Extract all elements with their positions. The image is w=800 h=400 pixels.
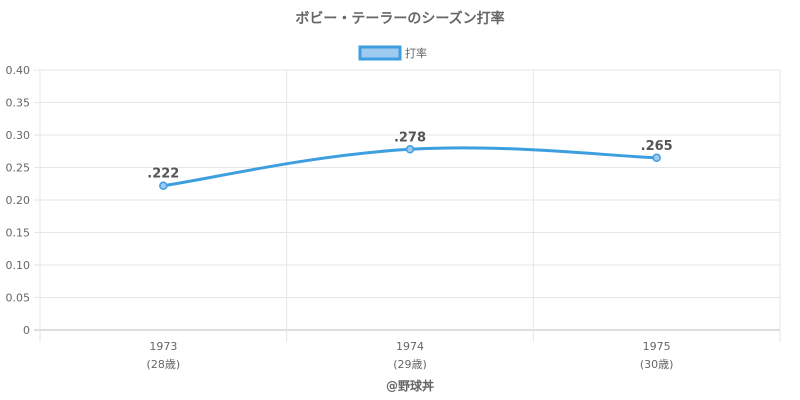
y-tick-label: 0.20 xyxy=(6,194,31,207)
y-tick-label: 0 xyxy=(23,324,30,337)
data-point[interactable] xyxy=(405,145,415,154)
chart-title: ボビー・テーラーのシーズン打率 xyxy=(295,10,504,27)
y-tick-label: 0.10 xyxy=(6,259,31,272)
x-tick-label: 1974 xyxy=(396,340,424,353)
data-labels: .222 .278 .265 xyxy=(147,130,672,181)
y-tick-label: 0.05 xyxy=(6,292,31,305)
data-point[interactable] xyxy=(652,153,661,162)
y-tick-label: 0.25 xyxy=(6,162,31,175)
data-point[interactable] xyxy=(159,181,168,190)
y-tick-label: 0.40 xyxy=(6,64,31,77)
series-batting-average xyxy=(159,145,661,190)
y-tick-label: 0.15 xyxy=(6,227,31,240)
credit-text: @野球丼 xyxy=(386,378,434,393)
grid xyxy=(34,69,781,342)
x-tick-sublabel: (30歳) xyxy=(640,358,674,371)
x-tick-sublabel: (28歳) xyxy=(147,358,181,371)
data-label: .278 xyxy=(394,130,426,145)
legend-label: 打率 xyxy=(405,46,427,60)
data-label: .222 xyxy=(147,167,179,182)
x-tick-label: 1973 xyxy=(149,340,177,353)
y-axis: 0 0.05 0.10 0.15 0.20 0.25 0.30 0.35 0.40 xyxy=(6,64,31,337)
data-label: .265 xyxy=(641,139,673,154)
x-tick-label: 1975 xyxy=(643,340,671,353)
y-tick-label: 0.30 xyxy=(6,129,31,142)
legend[interactable]: 打率 xyxy=(358,45,427,61)
x-tick-sublabel: (29歳) xyxy=(393,358,427,371)
y-tick-label: 0.35 xyxy=(6,97,31,110)
x-axis: 1973 (28歳) 1974 (29歳) 1975 (30歳) xyxy=(147,340,674,371)
legend-swatch xyxy=(358,45,402,61)
